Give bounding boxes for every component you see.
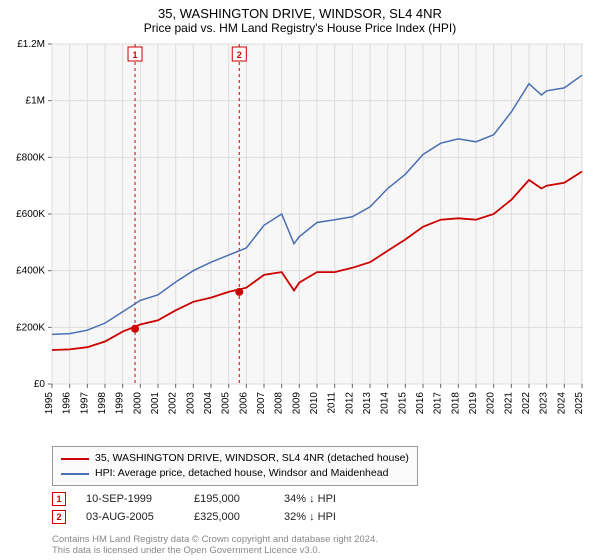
svg-text:2007: 2007 bbox=[256, 392, 267, 415]
attribution-line: This data is licensed under the Open Gov… bbox=[52, 545, 378, 556]
svg-text:2: 2 bbox=[237, 50, 242, 60]
chart-container: 35, WASHINGTON DRIVE, WINDSOR, SL4 4NR P… bbox=[0, 0, 600, 560]
svg-text:1999: 1999 bbox=[115, 392, 126, 415]
event-row: 1 10-SEP-1999 £195,000 34% ↓ HPI bbox=[52, 490, 336, 508]
legend-item: 35, WASHINGTON DRIVE, WINDSOR, SL4 4NR (… bbox=[61, 451, 409, 466]
svg-text:2011: 2011 bbox=[327, 392, 338, 414]
svg-text:£1M: £1M bbox=[26, 96, 45, 107]
svg-text:£400K: £400K bbox=[16, 266, 45, 277]
events-table: 1 10-SEP-1999 £195,000 34% ↓ HPI 2 03-AUG-200… bbox=[52, 490, 336, 526]
svg-text:£1.2M: £1.2M bbox=[17, 39, 45, 50]
svg-text:2010: 2010 bbox=[309, 392, 320, 415]
svg-text:1996: 1996 bbox=[62, 392, 73, 415]
svg-text:2005: 2005 bbox=[221, 392, 232, 415]
legend-swatch bbox=[61, 458, 89, 460]
svg-text:£0: £0 bbox=[34, 379, 46, 390]
event-date: 03-AUG-2005 bbox=[86, 511, 174, 523]
svg-text:2018: 2018 bbox=[450, 392, 461, 415]
event-note: 34% ↓ HPI bbox=[284, 493, 336, 505]
svg-text:1995: 1995 bbox=[44, 392, 55, 415]
svg-text:£200K: £200K bbox=[16, 322, 45, 333]
attribution-line: Contains HM Land Registry data © Crown c… bbox=[52, 534, 378, 545]
chart-plot: £0 £200K £400K £600K £800K £1M £1.2M 1995 1996 19… bbox=[0, 0, 600, 428]
svg-text:2023: 2023 bbox=[539, 392, 550, 415]
svg-text:2024: 2024 bbox=[556, 392, 567, 415]
svg-text:2012: 2012 bbox=[344, 392, 355, 415]
svg-text:2006: 2006 bbox=[238, 392, 249, 415]
event-marker: 1 bbox=[52, 492, 66, 506]
attribution: Contains HM Land Registry data © Crown c… bbox=[52, 534, 378, 556]
svg-text:2013: 2013 bbox=[362, 392, 373, 415]
legend-label: HPI: Average price, detached house, Wind… bbox=[95, 466, 388, 481]
svg-text:1997: 1997 bbox=[79, 392, 90, 415]
legend-label: 35, WASHINGTON DRIVE, WINDSOR, SL4 4NR (… bbox=[95, 451, 409, 466]
svg-text:2003: 2003 bbox=[185, 392, 196, 415]
svg-text:2019: 2019 bbox=[468, 392, 479, 415]
svg-text:1: 1 bbox=[133, 50, 138, 60]
svg-text:2015: 2015 bbox=[397, 392, 408, 415]
svg-text:2002: 2002 bbox=[168, 392, 179, 415]
event-date: 10-SEP-1999 bbox=[86, 493, 174, 505]
legend: 35, WASHINGTON DRIVE, WINDSOR, SL4 4NR (… bbox=[52, 446, 418, 486]
svg-text:2017: 2017 bbox=[433, 392, 444, 415]
svg-text:2000: 2000 bbox=[132, 392, 143, 415]
svg-text:2014: 2014 bbox=[380, 392, 391, 415]
event-price: £325,000 bbox=[194, 511, 264, 523]
svg-text:2008: 2008 bbox=[274, 392, 285, 415]
svg-text:2009: 2009 bbox=[291, 392, 302, 415]
svg-text:2020: 2020 bbox=[486, 392, 497, 415]
svg-text:2001: 2001 bbox=[150, 392, 161, 415]
legend-swatch bbox=[61, 473, 89, 475]
svg-text:£800K: £800K bbox=[16, 152, 45, 163]
event-price: £195,000 bbox=[194, 493, 264, 505]
svg-text:2022: 2022 bbox=[521, 392, 532, 415]
svg-text:1998: 1998 bbox=[97, 392, 108, 415]
svg-text:2016: 2016 bbox=[415, 392, 426, 415]
legend-item: HPI: Average price, detached house, Wind… bbox=[61, 466, 409, 481]
svg-text:2025: 2025 bbox=[574, 392, 585, 415]
svg-text:2004: 2004 bbox=[203, 392, 214, 415]
event-note: 32% ↓ HPI bbox=[284, 511, 336, 523]
svg-text:2021: 2021 bbox=[503, 392, 514, 415]
event-row: 2 03-AUG-2005 £325,000 32% ↓ HPI bbox=[52, 508, 336, 526]
svg-text:£600K: £600K bbox=[16, 209, 45, 220]
event-marker: 2 bbox=[52, 510, 66, 524]
